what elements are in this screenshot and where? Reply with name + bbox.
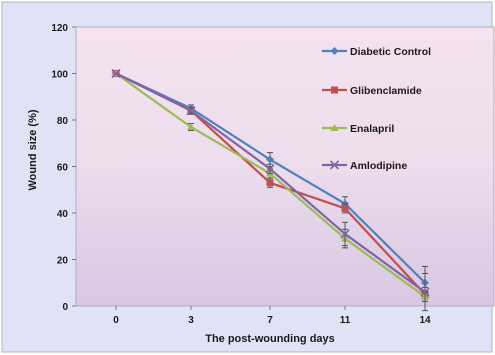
- x-tick-label: 0: [113, 315, 119, 326]
- axes: 0 20 40 60 80 100 120 0 3 7 11 14: [51, 23, 431, 326]
- x-tick-label: 14: [419, 315, 431, 326]
- legend-marker: [329, 160, 340, 170]
- x-tick-label: 11: [340, 315, 351, 326]
- y-tick-label: 40: [57, 209, 69, 220]
- y-tick-label: 120: [51, 23, 68, 34]
- y-tick-label: 60: [57, 163, 69, 174]
- data-point: [420, 287, 430, 297]
- legend: Diabetic Control Glibenclamide Enalapril Am…: [322, 46, 431, 172]
- data-point: [187, 122, 195, 130]
- y-axis-label: Wound size (%): [27, 109, 39, 190]
- series-diabetic-control: [112, 69, 429, 300]
- data-point: [340, 229, 350, 239]
- data-point: [265, 164, 275, 174]
- x-tick-label: 3: [188, 315, 194, 326]
- legend-marker: [331, 86, 338, 94]
- data-point: [186, 106, 196, 116]
- legend-item: Diabetic Control: [322, 46, 431, 58]
- legend-label: Diabetic Control: [350, 46, 431, 58]
- series-amlodipine: [111, 68, 430, 312]
- y-tick-label: 100: [51, 70, 68, 81]
- legend-label: Glibenclamide: [350, 85, 422, 97]
- plot-area: [75, 26, 495, 307]
- legend-item: Amlodipine: [322, 160, 407, 172]
- legend-label: Enalapril: [350, 123, 394, 135]
- legend-item: Glibenclamide: [322, 85, 422, 97]
- data-point: [266, 179, 274, 187]
- legend-item: Enalapril: [322, 123, 394, 135]
- series-layer: [111, 68, 430, 312]
- x-axis-label: The post-wounding days: [205, 333, 335, 345]
- legend-marker: [330, 47, 339, 55]
- x-tick-label: 7: [267, 315, 273, 326]
- y-tick-label: 0: [62, 302, 68, 313]
- y-tick-label: 20: [57, 256, 69, 267]
- data-point: [341, 204, 349, 212]
- legend-label: Amlodipine: [350, 160, 407, 172]
- data-point: [111, 68, 121, 79]
- y-tick-label: 80: [57, 116, 69, 127]
- data-point: [266, 155, 274, 164]
- legend-marker: [330, 124, 339, 131]
